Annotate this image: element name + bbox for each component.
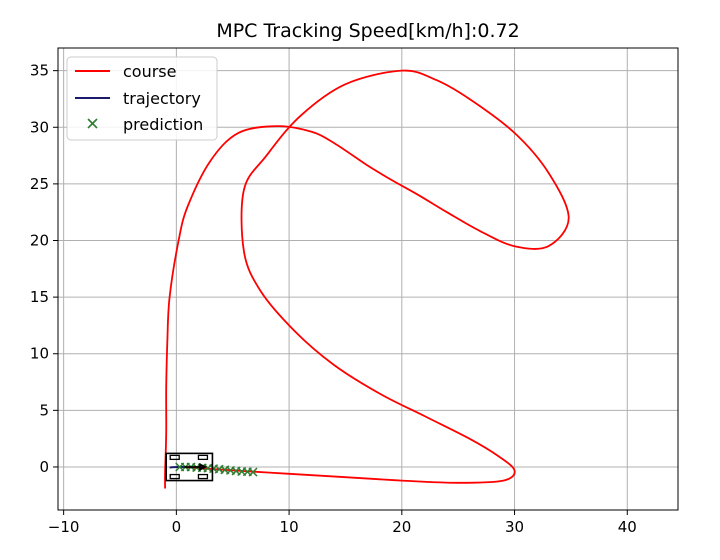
prediction-marker (248, 467, 258, 477)
y-tick-label: 15 (30, 288, 49, 306)
legend-prediction-marker (87, 118, 98, 129)
grid-lines (58, 48, 678, 510)
legend-prediction-label: prediction (123, 115, 203, 134)
vehicle-wheel (197, 454, 209, 461)
vehicle-wheel (169, 454, 180, 461)
x-tick-label: 10 (280, 518, 299, 536)
legend: course trajectory prediction (66, 56, 218, 141)
x-tick-label: −10 (48, 518, 80, 536)
prediction-marker-stroke (248, 467, 258, 477)
axis-ticks: −10 0 10 20 30 40 0 5 10 15 20 25 30 35 (30, 62, 637, 536)
vehicle-drawing (165, 452, 214, 482)
x-tick-label: 30 (505, 518, 524, 536)
vehicle-body (165, 452, 214, 482)
legend-trajectory-label: trajectory (123, 89, 201, 108)
legend-box (66, 56, 218, 141)
y-tick-label: 10 (30, 345, 49, 363)
legend-course-label: course (123, 62, 176, 81)
y-tick-label: 20 (30, 232, 49, 250)
y-tick-label: 35 (30, 62, 49, 80)
y-tick-label: 0 (39, 458, 49, 476)
vehicle-wheel (197, 473, 209, 480)
trajectory-line (169, 465, 185, 469)
y-tick-label: 5 (39, 401, 49, 419)
plot-frame (57, 47, 679, 511)
y-tick-label: 30 (30, 118, 49, 136)
course-line (164, 69, 570, 489)
vehicle-heading-arrowhead (199, 462, 208, 471)
chart-title: MPC Tracking Speed[km/h]:0.72 (216, 20, 519, 42)
vehicle-wheel (169, 473, 180, 480)
x-tick-label: 0 (172, 518, 182, 536)
y-tick-label: 25 (30, 175, 49, 193)
x-tick-label: 40 (618, 518, 637, 536)
x-tick-label: 20 (392, 518, 411, 536)
